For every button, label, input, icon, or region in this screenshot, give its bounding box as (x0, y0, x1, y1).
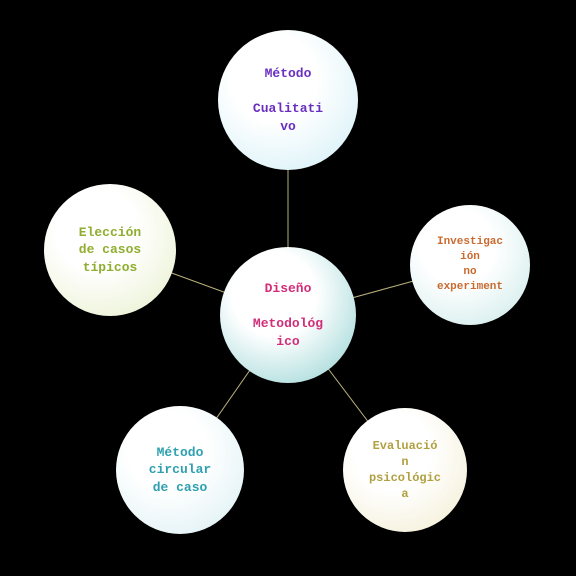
satellite-bl-line3: de caso (153, 480, 208, 495)
satellite-l-line3: típicos (83, 260, 138, 275)
center-label: Diseño Metodológ ico (228, 280, 348, 350)
center-line3: ico (276, 334, 299, 349)
satellite-left-label: Elección de casos típicos (52, 224, 168, 277)
satellite-right-line1: Investigac (437, 236, 503, 248)
satellite-bottom-right-label: Evaluació n psicológic a (351, 438, 459, 503)
satellite-bl-line1: Método (157, 445, 204, 460)
center-line2: Metodológ (253, 316, 323, 331)
satellite-top-line2: Cualitati (253, 101, 323, 116)
satellite-l-line1: Elección (79, 225, 141, 240)
satellite-top-line1: Método (265, 66, 312, 81)
satellite-top: Método Cualitati vo (218, 30, 358, 170)
satellite-bl-line2: circular (149, 462, 211, 477)
satellite-bottom-right: Evaluació n psicológic a (343, 408, 467, 532)
satellite-left: Elección de casos típicos (44, 184, 176, 316)
satellite-br-line3: psicológic (369, 471, 441, 485)
center-line1: Diseño (265, 281, 312, 296)
diagram-stage: Diseño Metodológ ico Método Cualitati vo… (0, 0, 576, 576)
satellite-bottom-left-label: Método circular de caso (124, 444, 236, 497)
satellite-top-label: Método Cualitati vo (226, 65, 350, 135)
satellite-br-line4: a (401, 487, 408, 501)
satellite-right-line2: ión (460, 251, 480, 263)
satellite-bottom-left: Método circular de caso (116, 406, 244, 534)
satellite-l-line2: de casos (79, 242, 141, 257)
satellite-right-line3: no (463, 266, 476, 278)
satellite-top-line3: vo (280, 119, 296, 134)
satellite-br-line1: Evaluació (373, 439, 438, 453)
satellite-right-label: Investigac ión no experiment (418, 235, 522, 294)
satellite-br-line2: n (401, 455, 408, 469)
center-node: Diseño Metodológ ico (220, 247, 356, 383)
satellite-right: Investigac ión no experiment (410, 205, 530, 325)
satellite-right-line4: experiment (437, 281, 503, 293)
